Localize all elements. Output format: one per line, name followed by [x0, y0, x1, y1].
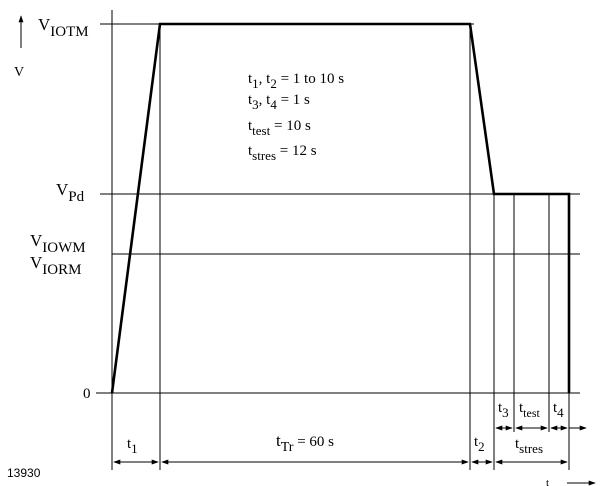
iowm-label: VIOWM [30, 231, 86, 256]
figure-id: 13930 [7, 466, 41, 480]
time-axis-label: t [546, 477, 549, 486]
ttr-interval-label: tTr = 60 s [276, 431, 334, 455]
tstres-interval-label: tstres [515, 436, 543, 456]
voltage-waveform [110, 22, 571, 394]
note-ttest: ttest = 10 s [248, 118, 311, 138]
iorm-label: VIORM [30, 253, 81, 278]
ttest-interval-label: ttest [519, 400, 541, 420]
voltage-axis-label: V [14, 65, 24, 80]
pd-label: VPd [56, 180, 85, 205]
t3-interval-label: t3 [498, 400, 509, 420]
iotm-label: VIOTM [38, 15, 89, 40]
note-t1-t2: t1, t2 = 1 to 10 s [248, 71, 344, 91]
t4-interval-label: t4 [553, 400, 564, 420]
note-t3-t4: t3, t4 = 1 s [248, 92, 310, 112]
t1-interval-label: t1 [127, 436, 138, 456]
note-tstres: tstres = 12 s [248, 143, 317, 163]
t2-interval-label: t2 [474, 434, 485, 454]
zero-label: 0 [83, 386, 91, 402]
